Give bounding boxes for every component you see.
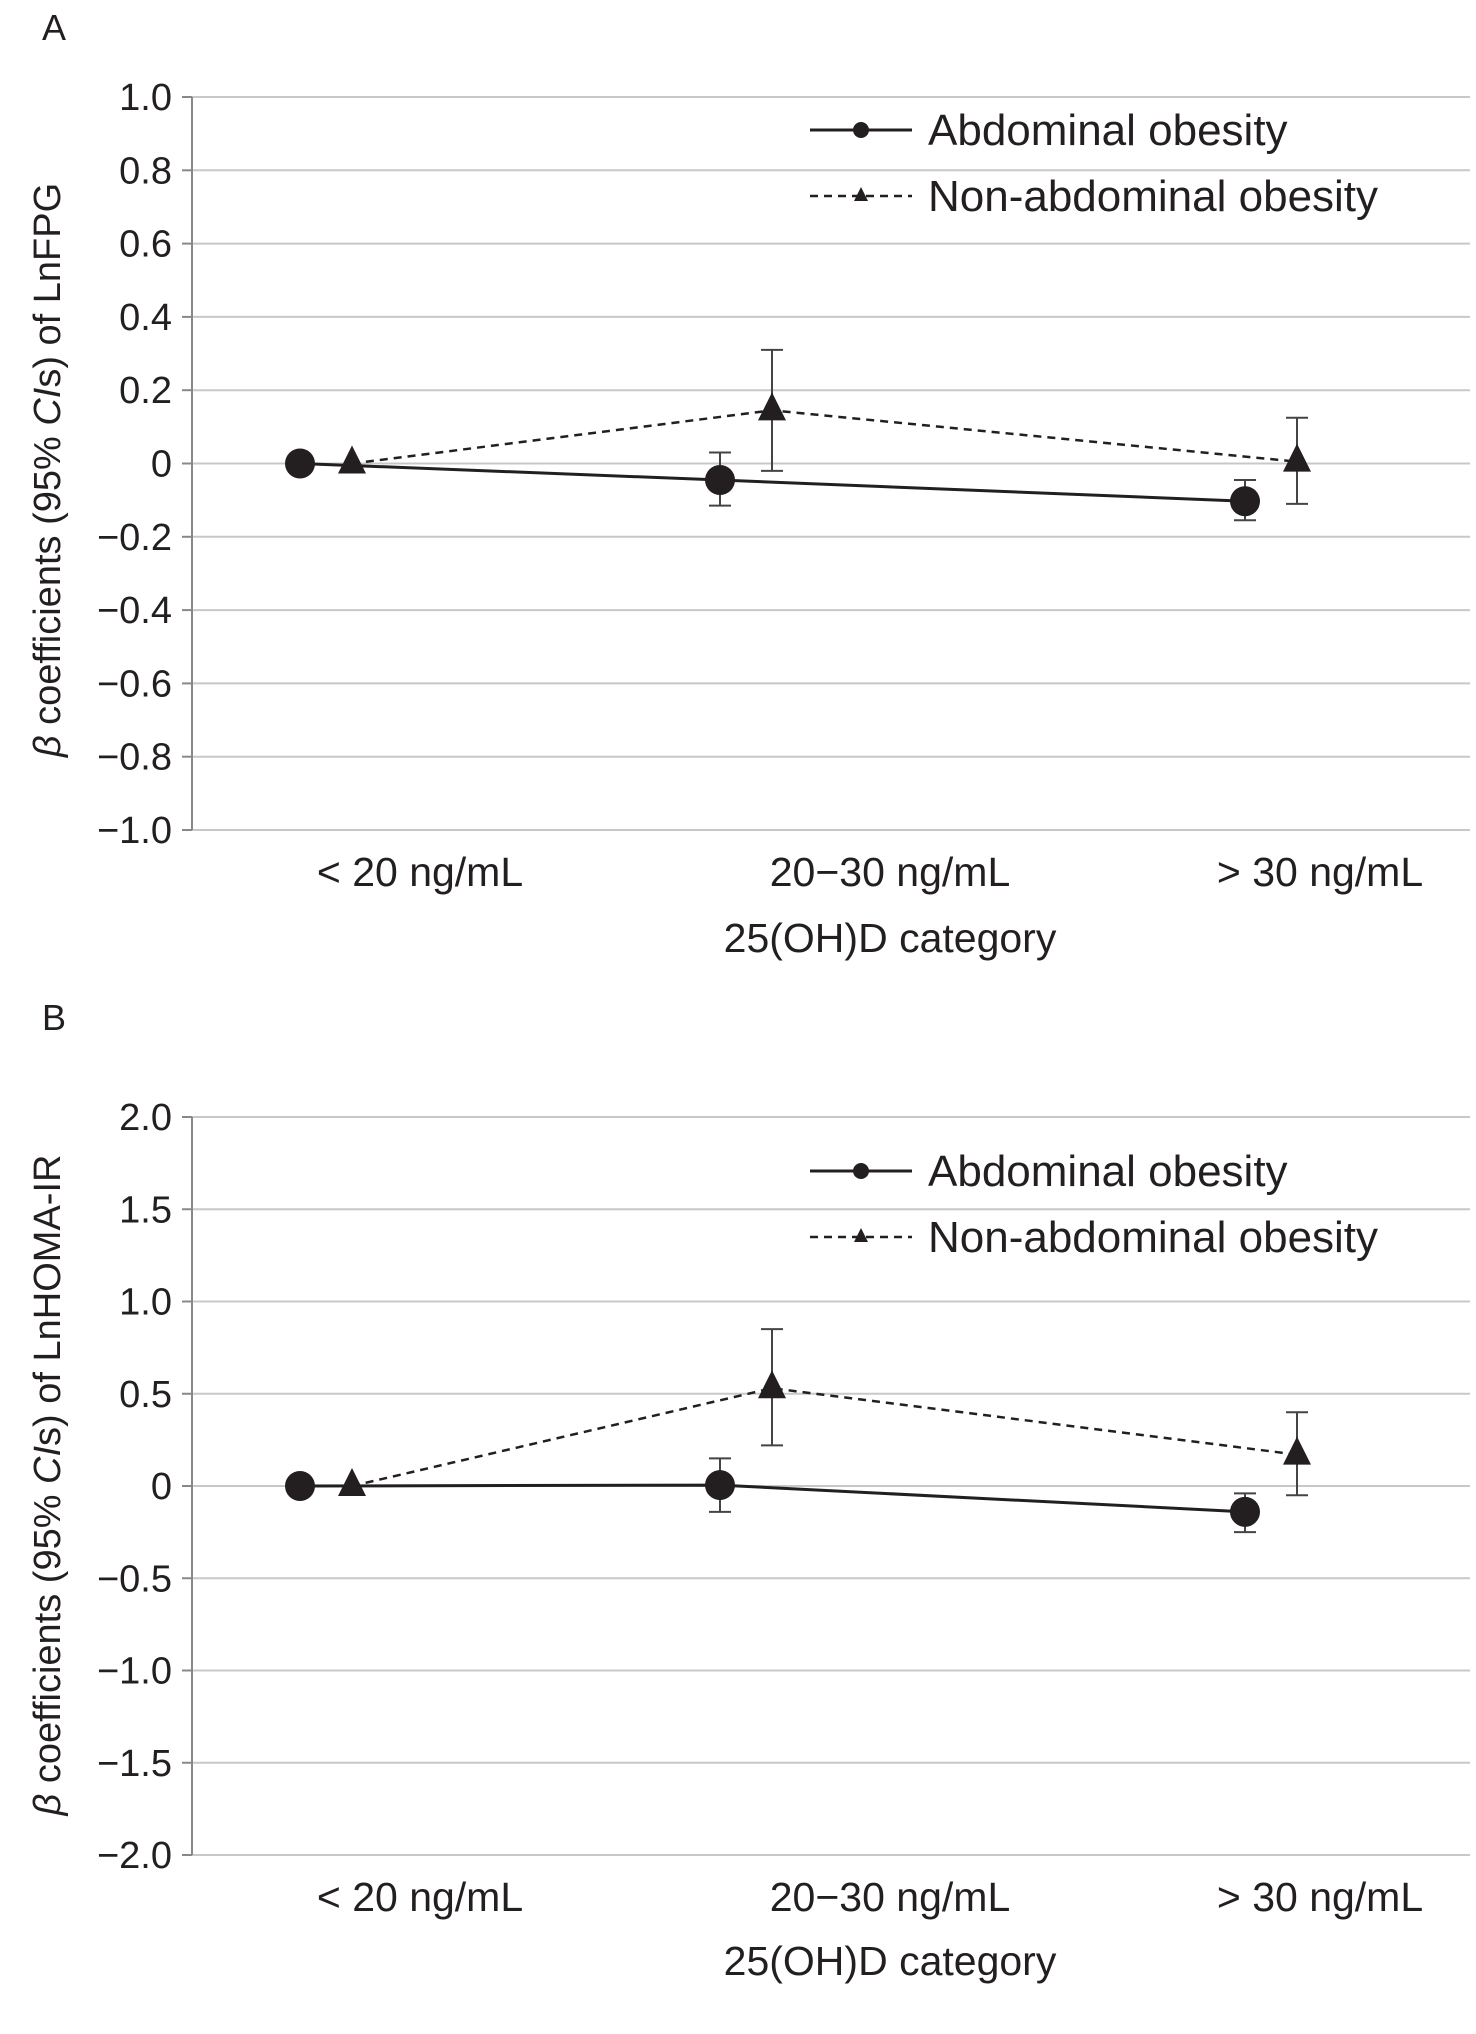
series-line-abdominal: [299, 1483, 1246, 1514]
y-tick-label: −0.6: [97, 663, 172, 705]
y-tick-label: 0.4: [119, 297, 172, 339]
y-axis-label-post: s) of LnHOMA-IR: [27, 1155, 69, 1446]
x-axis-label: 25(OH)D category: [724, 915, 1057, 961]
y-tick-label: 0: [151, 444, 172, 486]
x-tick-label: > 30 ng/mL: [1217, 1874, 1423, 1920]
legend-circle-icon: [853, 1163, 869, 1179]
x-tick-labels: < 20 ng/mL 20−30 ng/mL > 30 ng/mL: [317, 849, 1423, 895]
x-tick-label: > 30 ng/mL: [1217, 849, 1423, 895]
panel-b: B 2.0 1.5 1.0 0.5 0 −0.5 −1.0 −1.5 −2.0 < 20 ng/…: [27, 997, 1470, 1984]
y-tick-label: −1.5: [97, 1743, 172, 1785]
circle-marker: [285, 1471, 315, 1501]
series-line-non-abdominal: [351, 1386, 1298, 1488]
y-axis-label: β coefficients (95% CIs) of LnHOMA-IR: [27, 1155, 69, 1817]
y-tick-label: 0.6: [119, 224, 172, 266]
x-axis-label: 25(OH)D category: [724, 1938, 1057, 1984]
y-axis-label-greek: β: [27, 735, 69, 758]
panel-letter: B: [42, 997, 66, 1038]
y-tick-label: −0.5: [97, 1558, 172, 1600]
panel-letter: A: [42, 7, 66, 48]
y-axis-label-pre: coefficients (95%: [27, 1484, 69, 1794]
y-axis-label-pre: coefficients (95%: [27, 426, 69, 736]
y-tick-labels: 1.0 0.8 0.6 0.4 0.2 0 −0.2 −0.4 −0.6 −0.8 −1.0: [97, 77, 172, 852]
x-tick-label: < 20 ng/mL: [317, 1874, 523, 1920]
y-tick-label: 0.5: [119, 1374, 172, 1416]
y-axis-label: β coefficients (95% CIs) of LnFPG: [27, 183, 69, 758]
series-layer: [285, 1328, 1311, 1534]
y-axis-label-italic: CI: [27, 1445, 69, 1483]
y-axis-label-italic: CI: [27, 387, 69, 425]
y-tick-label: 1.0: [119, 77, 172, 119]
circle-marker: [285, 448, 315, 479]
triangle-marker: [338, 1468, 366, 1496]
triangle-marker: [758, 1370, 786, 1399]
circle-marker: [705, 1470, 735, 1501]
y-tick-label: −0.4: [97, 590, 172, 632]
y-tick-label: 0.2: [119, 370, 172, 412]
y-tick-label: 0.8: [119, 150, 172, 192]
legend-circle-icon: [853, 122, 869, 138]
triangle-marker: [1283, 1436, 1311, 1465]
y-tick-label: 2.0: [119, 1097, 172, 1139]
legend-label: Non-abdominal obesity: [928, 172, 1378, 221]
circle-marker: [1230, 486, 1260, 517]
y-tick-label: 1.0: [119, 1282, 172, 1324]
y-axis-label-post: s) of LnFPG: [27, 183, 69, 388]
triangle-marker: [338, 445, 366, 474]
legend-triangle-icon: [854, 1228, 868, 1242]
x-tick-labels: < 20 ng/mL 20−30 ng/mL > 30 ng/mL: [317, 1874, 1423, 1920]
legend-label: Abdominal obesity: [928, 106, 1288, 155]
panel-a: A 1.0 0.8 0.6 0.4 0.2 0 −0.2 −0.4 −0.6 −0.8 −1.0 <…: [27, 7, 1470, 961]
y-axis-label-greek: β: [27, 1794, 69, 1817]
x-tick-label: 20−30 ng/mL: [770, 849, 1011, 895]
y-tick-label: −0.8: [97, 737, 172, 779]
series-line-non-abdominal: [351, 409, 1298, 465]
y-tick-label: −0.2: [97, 517, 172, 559]
legend-label: Non-abdominal obesity: [928, 1213, 1378, 1262]
y-tick-label: −2.0: [97, 1835, 172, 1877]
y-tick-label: −1.0: [97, 810, 172, 852]
x-tick-label: < 20 ng/mL: [317, 849, 523, 895]
triangle-marker: [758, 392, 786, 421]
x-tick-label: 20−30 ng/mL: [770, 1874, 1011, 1920]
legend-triangle-icon: [854, 187, 868, 201]
y-tick-label: −1.0: [97, 1651, 172, 1693]
y-tick-label: 1.5: [119, 1189, 172, 1231]
circle-marker: [705, 464, 735, 495]
circle-marker: [1230, 1496, 1260, 1527]
legend: Abdominal obesity Non-abdominal obesity: [810, 106, 1378, 221]
legend-label: Abdominal obesity: [928, 1147, 1288, 1196]
legend: Abdominal obesity Non-abdominal obesity: [810, 1147, 1378, 1262]
series-layer: [285, 348, 1311, 522]
triangle-marker: [1283, 443, 1311, 472]
y-tick-labels: 2.0 1.5 1.0 0.5 0 −0.5 −1.0 −1.5 −2.0: [97, 1097, 172, 1877]
gridlines: [182, 96, 1470, 831]
y-tick-label: 0: [151, 1466, 172, 1508]
